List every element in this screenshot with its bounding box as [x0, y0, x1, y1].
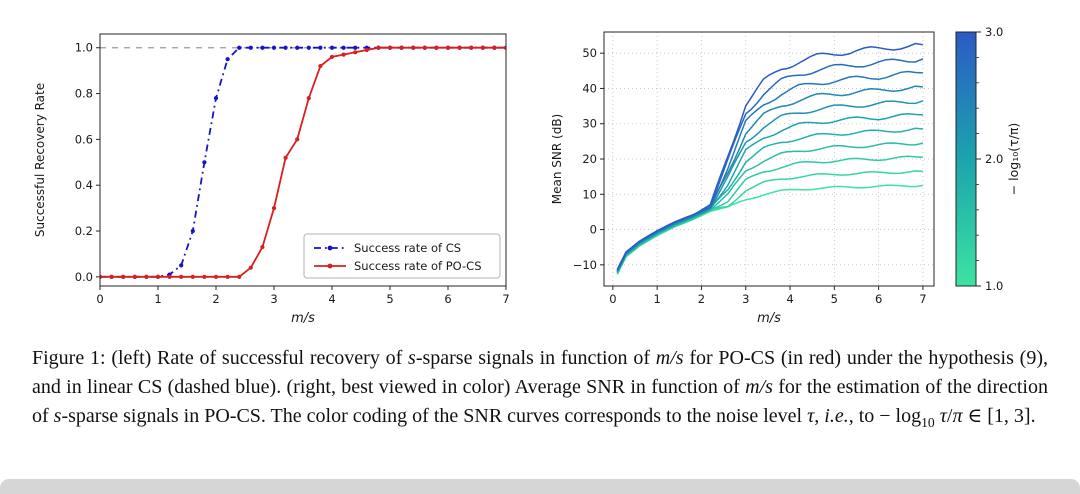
svg-text:Success rate of CS: Success rate of CS: [354, 241, 461, 255]
svg-text:7: 7: [919, 292, 926, 306]
y-axis-label: Mean SNR (dB): [552, 114, 564, 204]
x-axis-label: m/s: [757, 311, 781, 326]
snr-curve: [616, 42, 924, 270]
svg-text:50: 50: [582, 46, 597, 60]
svg-text:10: 10: [582, 187, 597, 201]
y-axis-label: Successful Recovery Rate: [33, 83, 47, 237]
svg-text:20: 20: [582, 152, 597, 166]
svg-text:0.4: 0.4: [75, 178, 93, 192]
bottom-bar: [0, 479, 1080, 494]
svg-text:40: 40: [582, 81, 597, 95]
svg-text:2.0: 2.0: [985, 152, 1003, 166]
colorbar-label: − log₁₀(τ/π): [1006, 123, 1021, 196]
svg-text:1.0: 1.0: [985, 279, 1003, 293]
x-axis-label: m/s: [291, 311, 315, 326]
svg-text:4: 4: [786, 292, 793, 306]
svg-text:0: 0: [96, 292, 103, 306]
snr-curve: [616, 58, 924, 271]
svg-text:1: 1: [653, 292, 660, 306]
snr-curve: [616, 127, 923, 273]
svg-text:−10: −10: [573, 258, 597, 272]
svg-text:0.8: 0.8: [75, 87, 93, 101]
svg-text:Success rate of PO-CS: Success rate of PO-CS: [354, 259, 482, 273]
svg-text:2: 2: [698, 292, 705, 306]
svg-text:0.6: 0.6: [75, 132, 93, 146]
svg-text:3: 3: [270, 292, 277, 306]
svg-text:0.2: 0.2: [75, 224, 93, 238]
snr-curve: [616, 85, 923, 272]
snr-curve: [616, 155, 923, 274]
legend: Success rate of CS Success rate of PO-CS: [303, 233, 501, 279]
svg-text:1.0: 1.0: [75, 41, 93, 55]
colorbar: [955, 31, 977, 287]
svg-text:3.0: 3.0: [985, 25, 1003, 39]
series-group: [100, 45, 506, 279]
svg-text:6: 6: [875, 292, 882, 306]
svg-text:5: 5: [386, 292, 393, 306]
svg-text:6: 6: [444, 292, 451, 306]
svg-text:5: 5: [831, 292, 838, 306]
snr-chart: 0 1 2 3 4 5 6 7 −10 0 10 20 30 40 50 m/s Mean SNR (dB) 1.…: [552, 25, 1021, 326]
recovery-rate-chart: 0 1 2 3 4 5 6 7 0.0 0.2 0.4 0.6 0.8 1.0 m/s Successful …: [33, 33, 510, 326]
snr-curve: [616, 142, 924, 274]
svg-text:0: 0: [609, 292, 616, 306]
svg-text:1: 1: [154, 292, 161, 306]
figure-caption: Figure 1: (left) Rate of successful reco…: [32, 347, 1048, 431]
svg-text:3: 3: [742, 292, 749, 306]
plot-frame: [99, 33, 507, 287]
svg-text:30: 30: [582, 117, 597, 131]
series-group: [616, 42, 924, 275]
svg-text:2: 2: [212, 292, 219, 306]
svg-text:0.0: 0.0: [75, 270, 93, 284]
svg-text:0: 0: [590, 223, 597, 237]
svg-text:7: 7: [502, 292, 509, 306]
svg-text:4: 4: [328, 292, 335, 306]
